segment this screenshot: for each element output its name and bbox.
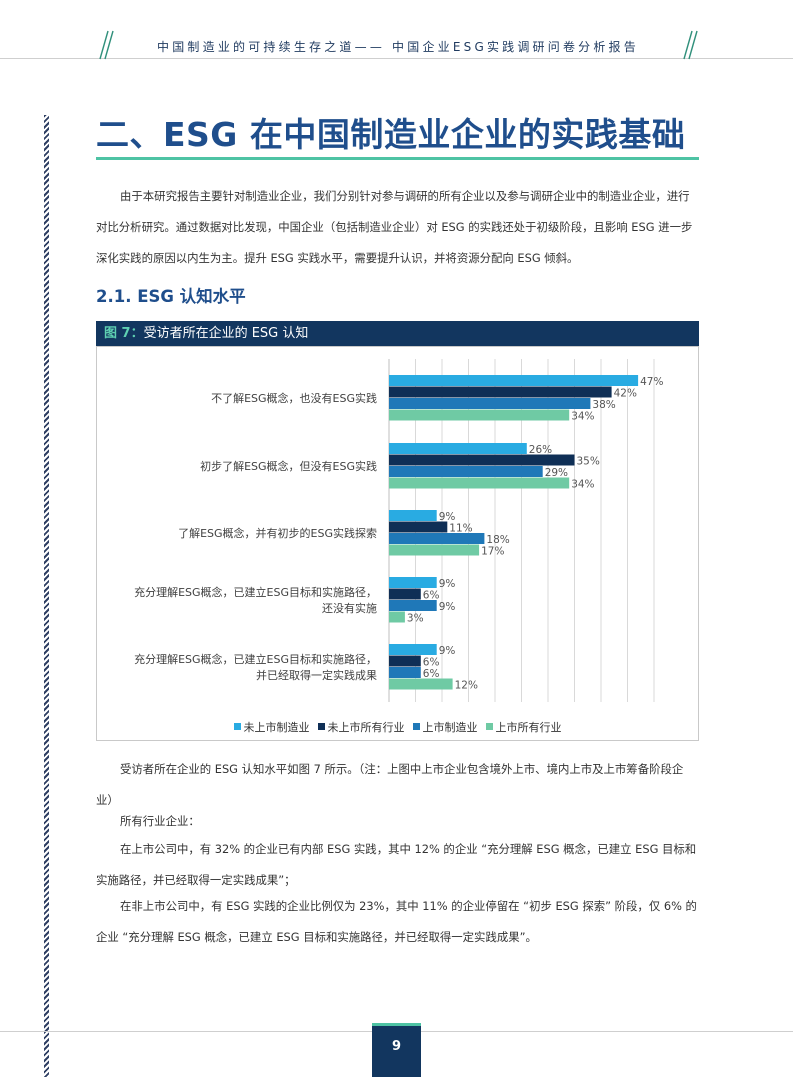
bar [389, 521, 448, 533]
data-label: 42% [614, 388, 637, 400]
bar [389, 655, 421, 667]
header-slash-left-icon [99, 30, 114, 60]
bar [389, 588, 421, 600]
bar [389, 375, 639, 386]
bar [389, 544, 480, 556]
data-label: 6% [423, 657, 440, 669]
all-industries-label: 所有行业企业： [120, 814, 200, 828]
data-label: 34% [571, 479, 594, 491]
legend-item: 未上市制造业 [233, 719, 310, 735]
bar [389, 678, 453, 690]
title-underline [96, 157, 699, 160]
bar [389, 443, 527, 454]
legend-swatch [485, 723, 493, 730]
chart-canvas: 不了解ESG概念，也没有ESG实践47%42%38%34%初步了解ESG概念，但… [134, 359, 663, 702]
legend-label: 上市制造业 [422, 721, 478, 734]
legend-label: 未上市所有行业 [327, 721, 405, 734]
data-label: 11% [449, 523, 472, 535]
category-label: 初步了解ESG概念，但没有ESG实践 [200, 459, 377, 473]
chapter-title: 二、ESG 在中国制造业企业的实践基础 [96, 115, 686, 154]
data-label: 9% [439, 645, 456, 657]
data-label: 6% [423, 590, 440, 602]
legend-item: 上市所有行业 [485, 719, 562, 735]
data-label: 18% [486, 534, 509, 546]
category-label: 了解ESG概念，并有初步的ESG实践探索 [178, 526, 377, 540]
bar [389, 644, 437, 655]
bar [389, 398, 591, 409]
bar [389, 611, 405, 623]
bar [389, 409, 570, 421]
chart-legend: 未上市制造业 未上市所有行业 上市制造业 上市所有行业 [97, 719, 698, 735]
category-label: 充分理解ESG概念，已建立ESG目标和实施路径， [134, 652, 377, 666]
data-label: 17% [481, 546, 504, 558]
data-label: 26% [529, 444, 552, 456]
side-decorative-stripe [44, 115, 49, 1077]
header-slash-right-icon [683, 30, 698, 60]
category-label: 并已经取得一定实践成果 [256, 668, 377, 682]
data-label: 29% [545, 467, 568, 479]
page-number-accent [372, 1023, 421, 1026]
legend-item: 未上市所有行业 [317, 719, 405, 735]
bar [389, 600, 437, 611]
data-label: 34% [571, 411, 594, 423]
legend-label: 上市所有行业 [495, 721, 562, 734]
bar [389, 577, 437, 588]
data-label: 9% [439, 511, 456, 523]
data-label: 3% [407, 613, 424, 625]
figure-number: 图 7： [104, 326, 144, 341]
data-label: 9% [439, 578, 456, 590]
legend-swatch [317, 723, 325, 730]
figure-caption-bar: 图 7：受访者所在企业的 ESG 认知 [96, 321, 699, 346]
esg-awareness-chart: 不了解ESG概念，也没有ESG实践 47% 42% 38% 34% 初步了解ESG概念，但… [96, 346, 699, 741]
listed-companies-paragraph: 在上市公司中，有 32% 的企业已有内部 ESG 实践，其中 12% 的企业 “… [96, 842, 697, 887]
category-label: 不了解ESG概念，也没有ESG实践 [211, 391, 377, 405]
section-title: 2.1. ESG 认知水平 [96, 287, 246, 306]
category-label: 还没有实施 [322, 601, 377, 615]
bar [389, 466, 543, 477]
figure-title: 受访者所在企业的 ESG 认知 [143, 326, 309, 341]
bar [389, 454, 575, 466]
chart-note-paragraph: 受访者所在企业的 ESG 认知水平如图 7 所示。（注：上图中上市企业包含境外上… [96, 762, 684, 807]
data-label: 47% [640, 376, 663, 388]
legend-swatch [233, 723, 241, 730]
legend-swatch [412, 723, 420, 730]
page-number: 9 [372, 1023, 421, 1077]
data-label: 35% [577, 456, 600, 468]
bar [389, 510, 437, 521]
running-header-title: 中国制造业的可持续生存之道—— 中国企业ESG实践调研问卷分析报告 [157, 40, 639, 54]
bar [389, 667, 421, 678]
category-label: 充分理解ESG概念，已建立ESG目标和实施路径， [134, 585, 377, 599]
data-label: 9% [439, 601, 456, 613]
data-label: 6% [423, 668, 440, 680]
bar [389, 533, 485, 544]
unlisted-companies-paragraph: 在非上市公司中，有 ESG 实践的企业比例仅为 23%，其中 11% 的企业停留… [96, 899, 697, 944]
bar [389, 477, 570, 489]
legend-item: 上市制造业 [412, 719, 478, 735]
bar [389, 386, 612, 398]
header-rule [0, 58, 793, 59]
data-label: 38% [592, 399, 615, 411]
data-label: 12% [455, 680, 478, 692]
intro-paragraph: 由于本研究报告主要针对制造业企业，我们分别针对参与调研的所有企业以及参与调研企业… [96, 189, 693, 265]
legend-label: 未上市制造业 [243, 721, 310, 734]
